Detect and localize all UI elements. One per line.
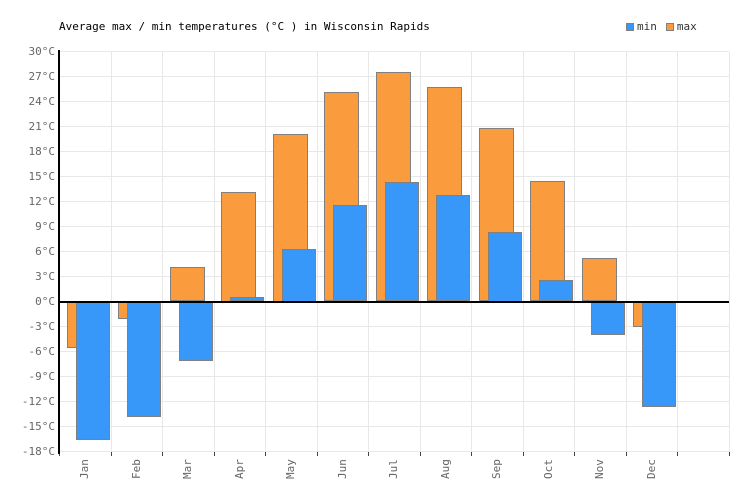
x-axis-tick — [213, 451, 215, 456]
x-gridline — [213, 51, 215, 452]
y-axis-label: -3°C — [28, 319, 56, 333]
bar-min-sep[interactable] — [487, 231, 522, 302]
bar-min-mar[interactable] — [178, 301, 213, 361]
y-axis-label: 9°C — [35, 219, 55, 233]
x-gridline — [162, 51, 163, 452]
x-gridline — [419, 51, 421, 452]
x-axis-zero-line — [58, 300, 729, 303]
x-axis-label: Mar — [181, 459, 195, 479]
bar-max-nov[interactable] — [581, 258, 617, 302]
x-gridline — [316, 51, 318, 452]
y-axis-label: 18°C — [28, 144, 56, 158]
x-axis-label: Jun — [335, 459, 349, 479]
x-axis-label: Aug — [438, 459, 452, 479]
x-gridline — [368, 51, 369, 452]
y-gridline — [59, 376, 729, 377]
x-axis-label: Feb — [129, 459, 143, 479]
y-gridline — [59, 326, 729, 327]
x-axis-tick — [316, 451, 318, 456]
legend-item-min[interactable]: min — [626, 20, 657, 33]
bar-min-jul[interactable] — [384, 182, 419, 302]
bar-min-jan[interactable] — [75, 301, 110, 440]
y-axis-label: -9°C — [28, 369, 56, 383]
x-gridline — [677, 51, 678, 452]
y-axis-label: 30°C — [28, 44, 56, 58]
legend-label-max: max — [676, 20, 697, 33]
x-axis-label: Nov — [593, 459, 607, 479]
y-gridline — [59, 51, 729, 52]
bar-min-nov[interactable] — [590, 301, 625, 335]
x-axis-tick — [574, 451, 575, 456]
y-gridline — [59, 426, 729, 427]
x-axis-label: Sep — [490, 459, 504, 479]
x-axis-tick — [522, 451, 524, 456]
min-series-swatch-icon — [626, 22, 634, 31]
x-axis-tick — [265, 451, 266, 456]
y-axis-label: -15°C — [21, 419, 55, 433]
x-axis-label: Apr — [232, 459, 246, 479]
y-gridline — [59, 401, 729, 402]
x-axis-tick — [677, 451, 678, 456]
bar-min-oct[interactable] — [539, 279, 573, 302]
bar-min-may[interactable] — [281, 249, 316, 302]
y-axis-label: -6°C — [28, 344, 56, 358]
x-axis-label: May — [284, 459, 298, 479]
y-axis-label: 0°C — [35, 294, 55, 308]
y-axis-label: 27°C — [28, 69, 56, 83]
x-gridline — [265, 51, 266, 452]
x-axis-label: Jan — [78, 459, 92, 479]
y-axis-line — [58, 50, 60, 454]
x-axis-tick — [368, 451, 369, 456]
x-axis-tick — [471, 451, 472, 456]
x-gridline — [728, 51, 730, 452]
chart-title: Average max / min temperatures (°C ) in … — [59, 20, 430, 33]
legend-label-min: min — [637, 20, 657, 33]
x-axis-tick — [625, 451, 627, 456]
y-gridline — [59, 351, 729, 352]
x-gridline — [625, 51, 627, 452]
x-gridline — [574, 51, 575, 452]
y-axis-label: 12°C — [28, 194, 56, 208]
bar-min-feb[interactable] — [127, 301, 161, 418]
x-axis-label: Jul — [387, 459, 401, 479]
y-axis-label: 3°C — [35, 269, 55, 283]
x-axis-tick — [162, 451, 163, 456]
max-series-swatch-icon — [665, 22, 674, 31]
y-axis-label: 21°C — [28, 119, 56, 133]
legend: min max — [626, 20, 697, 33]
y-axis-label: -18°C — [21, 444, 55, 458]
x-axis-tick — [419, 451, 421, 456]
y-axis-label: 15°C — [28, 169, 56, 183]
x-gridline — [110, 51, 112, 452]
y-axis-label: -12°C — [21, 394, 55, 408]
y-axis-label: 24°C — [28, 94, 56, 108]
bar-min-aug[interactable] — [436, 194, 470, 302]
y-axis-label: 6°C — [35, 244, 55, 258]
x-gridline — [522, 51, 524, 452]
x-gridline — [471, 51, 472, 452]
x-axis-label: Dec — [644, 459, 658, 479]
bar-max-apr[interactable] — [221, 191, 256, 302]
bar-max-mar[interactable] — [169, 267, 205, 302]
y-gridline — [59, 451, 729, 452]
bar-min-dec[interactable] — [642, 301, 676, 407]
x-axis-label: Oct — [541, 459, 555, 479]
x-axis-tick — [110, 451, 112, 456]
x-axis-tick — [728, 451, 730, 456]
legend-item-max[interactable]: max — [665, 20, 697, 33]
bar-min-jun[interactable] — [333, 204, 367, 302]
